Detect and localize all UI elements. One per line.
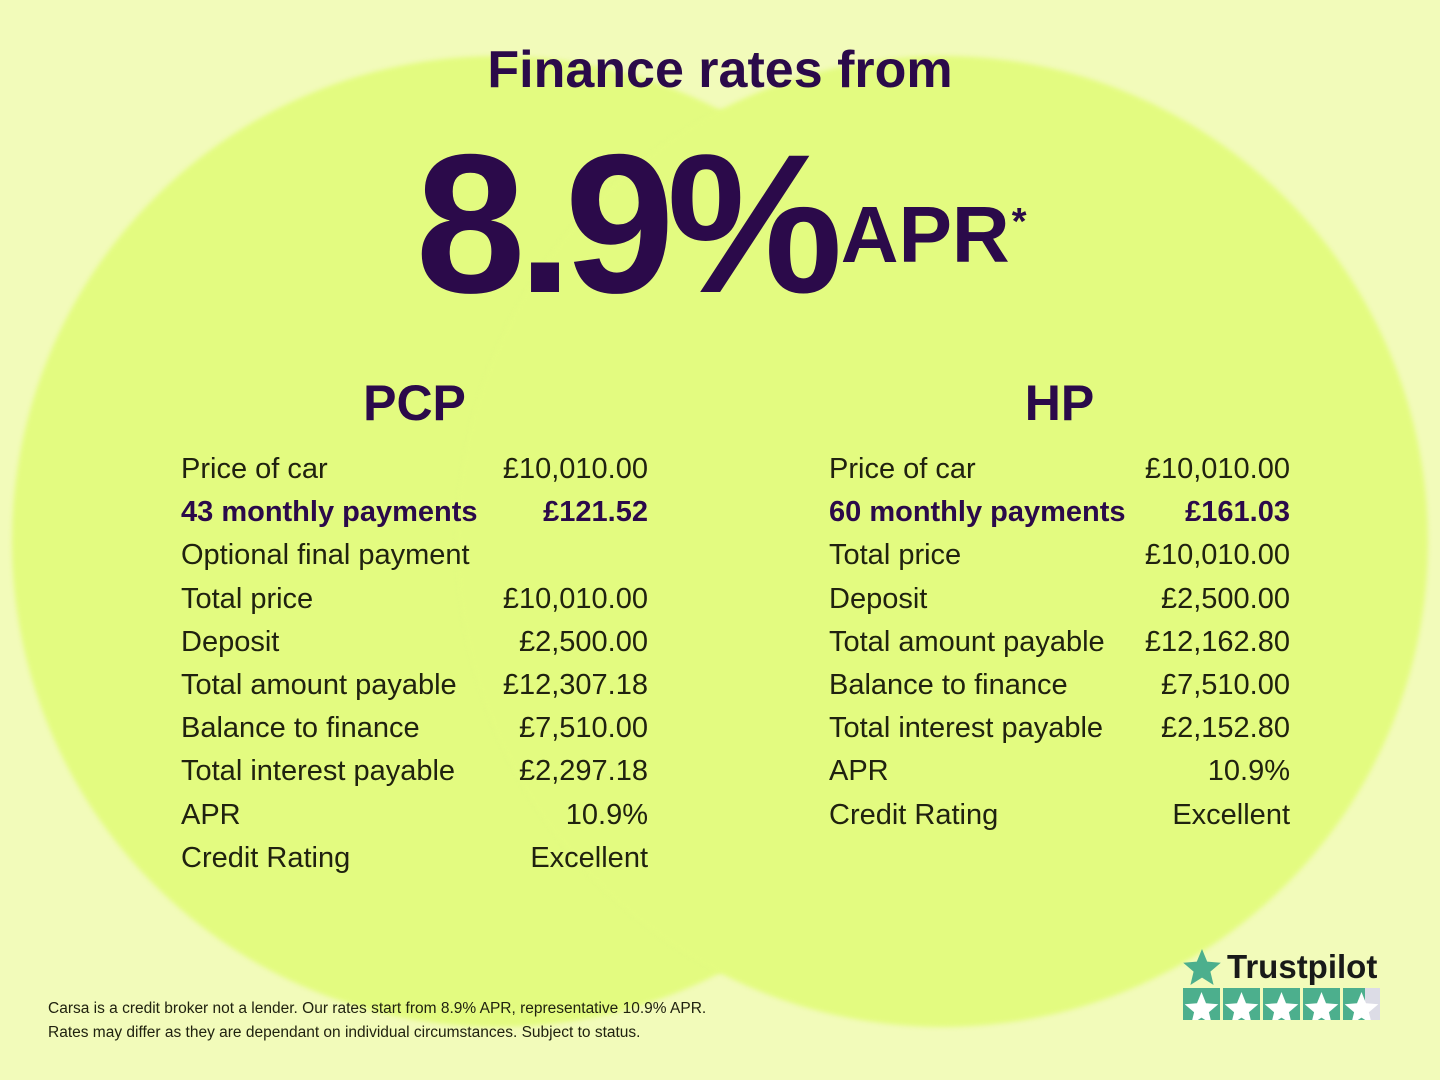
svg-text:Trustpilot: Trustpilot bbox=[1227, 948, 1377, 985]
